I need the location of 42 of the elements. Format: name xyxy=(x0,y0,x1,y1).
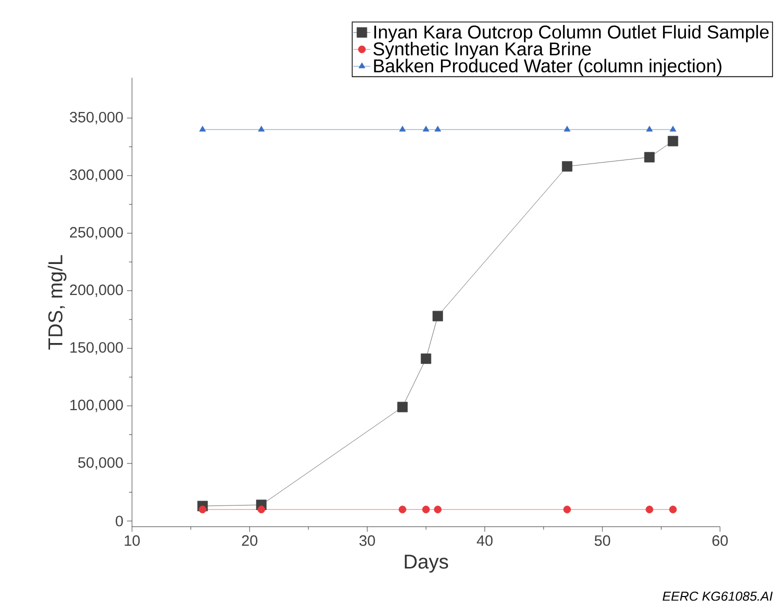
point xyxy=(434,506,442,514)
x-axis-title: Days xyxy=(404,554,448,573)
x-tick-label: 50 xyxy=(594,535,610,546)
point xyxy=(398,506,406,514)
point xyxy=(434,126,442,132)
y-axis-title: TDS, mg/L xyxy=(48,255,66,350)
point xyxy=(198,506,206,514)
point xyxy=(563,506,571,514)
point xyxy=(670,126,676,132)
point xyxy=(258,506,266,514)
x-tick-label: 20 xyxy=(242,535,258,546)
point xyxy=(432,310,443,322)
point xyxy=(564,126,570,132)
x-tick-label: 10 xyxy=(124,535,140,546)
point xyxy=(422,506,430,514)
y-tick-label: 150,000 xyxy=(70,342,123,355)
point xyxy=(646,506,654,514)
legend-label: Inyan Kara Outcrop Column Outlet Fluid Sample xyxy=(374,25,769,42)
point xyxy=(397,402,408,412)
y-tick-label: 50,000 xyxy=(78,457,123,470)
point xyxy=(420,353,432,364)
y-tick-label: 350,000 xyxy=(70,112,123,124)
point xyxy=(646,126,653,132)
point xyxy=(399,126,406,132)
point xyxy=(258,126,265,132)
x-tick-label: 30 xyxy=(359,535,375,546)
point xyxy=(644,152,655,162)
y-tick-label: 100,000 xyxy=(70,400,123,412)
y-tick-label: 250,000 xyxy=(70,226,123,240)
point xyxy=(669,506,677,514)
point xyxy=(199,126,206,132)
x-tick-label: 40 xyxy=(476,535,493,546)
y-tick-label: 200,000 xyxy=(70,284,123,297)
y-tick-label: 0 xyxy=(116,516,123,526)
text: EERC KG61085.AI xyxy=(662,592,773,601)
point xyxy=(668,136,678,146)
legend-label: Bakken Produced Water (column injection) xyxy=(374,58,722,76)
y-tick-label: 300,000 xyxy=(70,169,123,182)
legend-label: Synthetic Inyan Kara Brine xyxy=(373,42,591,60)
point xyxy=(562,161,572,172)
x-tick-label: 60 xyxy=(712,535,728,546)
point xyxy=(422,126,430,132)
